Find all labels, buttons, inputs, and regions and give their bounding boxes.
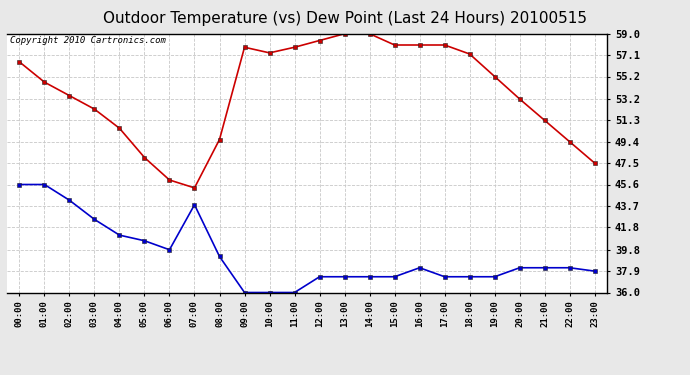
Text: Copyright 2010 Cartronics.com: Copyright 2010 Cartronics.com <box>10 36 166 45</box>
Text: Outdoor Temperature (vs) Dew Point (Last 24 Hours) 20100515: Outdoor Temperature (vs) Dew Point (Last… <box>103 11 587 26</box>
